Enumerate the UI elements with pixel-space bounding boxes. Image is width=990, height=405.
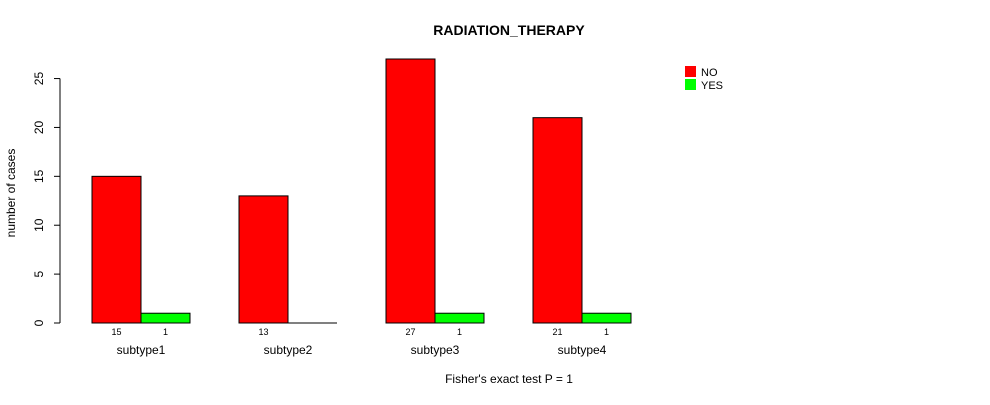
bar-subtype4-yes xyxy=(581,312,632,324)
bar-subtype4-no xyxy=(532,117,583,324)
bar-value-label: 27 xyxy=(405,327,415,337)
y-axis-label: number of cases xyxy=(4,149,18,238)
bar-subtype1-no xyxy=(91,175,142,324)
chart-title: RADIATION_THERAPY xyxy=(433,22,585,38)
legend-label-no: NO xyxy=(701,67,718,79)
y-tick-label: 20 xyxy=(32,120,46,134)
x-category-label: subtype2 xyxy=(264,343,313,357)
y-tick-label: 25 xyxy=(32,72,46,86)
bar-value-label: 13 xyxy=(258,327,268,337)
legend-label-yes: YES xyxy=(701,80,723,92)
bar-value-label: 1 xyxy=(163,327,168,337)
bar-subtype2-no xyxy=(238,195,289,324)
bar-value-label: 21 xyxy=(552,327,562,337)
bar-labels: 15 1 subtype1 13 subtype2 27 1 subtype3 21 1 subty… xyxy=(111,327,609,357)
legend-swatch-yes xyxy=(685,79,696,90)
x-category-label: subtype1 xyxy=(117,343,166,357)
bar-subtype1-yes xyxy=(140,312,191,324)
bar-subtype3-no xyxy=(385,58,436,324)
bar-value-label: 15 xyxy=(111,327,121,337)
y-axis: 0 5 10 15 20 25 xyxy=(32,72,61,326)
bar-value-label: 1 xyxy=(604,327,609,337)
y-tick-label: 5 xyxy=(32,270,46,277)
bars xyxy=(91,58,632,324)
bar-value-label: 1 xyxy=(457,327,462,337)
x-category-label: subtype3 xyxy=(411,343,460,357)
x-category-label: subtype4 xyxy=(558,343,607,357)
y-tick-label: 15 xyxy=(32,169,46,183)
y-tick-label: 10 xyxy=(32,218,46,232)
bar-subtype3-yes xyxy=(434,312,485,324)
y-tick-label: 0 xyxy=(32,319,46,326)
fisher-test-label: Fisher's exact test P = 1 xyxy=(445,372,573,386)
legend-swatch-no xyxy=(685,66,696,77)
